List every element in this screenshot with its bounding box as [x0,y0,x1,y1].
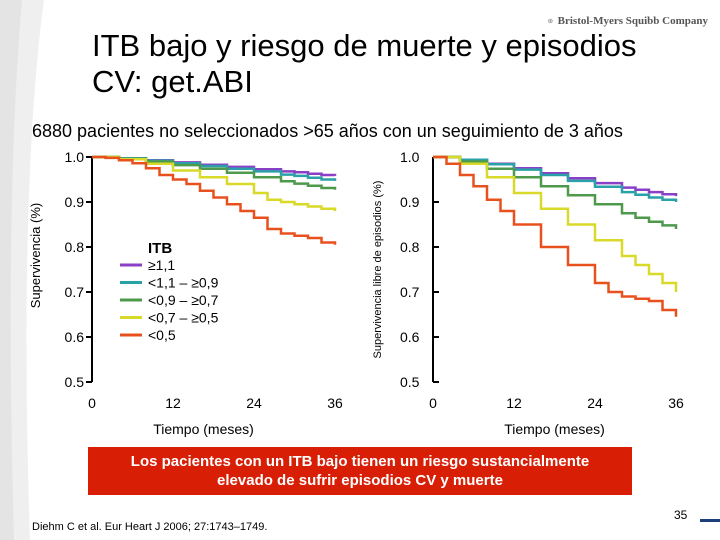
series-line-4 [433,155,678,292]
banner-line-1: Los pacientes con un ITB bajo tienen un … [130,453,590,470]
y-tick-label: 1.0 [65,149,85,165]
series-line-3 [433,155,678,229]
legend-entry: <0,5 [148,327,176,343]
x-tick-label: 24 [587,395,603,411]
y-tick-label: 0.5 [400,374,420,390]
x-tick-label: 12 [165,395,181,411]
y-tick-label: 0.8 [65,239,85,255]
citation: Diehm C et al. Eur Heart J 2006; 27:1743… [32,521,268,533]
y-tick-label: 0.9 [65,194,85,210]
y-tick-label: 1.0 [400,149,420,165]
legend-entry: <0,9 – ≥0,7 [148,292,219,308]
x-tick-label: 12 [506,395,522,411]
y-tick-label: 0.6 [400,329,420,345]
y-tick-label: 0.8 [400,239,420,255]
y-tick-label: 0.9 [400,194,420,210]
bms-logo-icon [548,18,553,24]
page-accent-line [700,519,720,522]
y-tick-label: 0.7 [65,284,85,300]
series-line-5 [92,155,337,245]
page-number: 35 [674,508,688,522]
legend-entry: <1,1 – ≥0,9 [148,275,219,291]
x-tick-label: 24 [246,395,262,411]
company-logo: Bristol-Myers Squibb Company [548,12,708,30]
legend-entry: <0,7 – ≥0,5 [148,310,219,326]
banner-line-2: elevado de sufrir episodios CV y muerte [217,472,503,489]
x-tick-label: 36 [327,395,343,411]
x-tick-label: 0 [88,395,96,411]
series-line-5 [433,155,678,317]
y-axis-label: Supervivencia libre de episodios (%) [372,181,384,359]
chart-legend: ITB≥1,1 <1,1 – ≥0,9<0,9 – ≥0,7 <0,7 – ≥0,5… [120,240,219,343]
slide-title: ITB bajo y riesgo de muerte y episodios … [92,28,692,100]
x-axis-label: Tiempo (meses) [504,421,605,437]
legend-title: ITB [148,240,172,257]
chart-2: 1.0 0.9 0.8 0.7 0.6 0.5 0 12 24 36 Tiempo (meses) S… [372,149,684,437]
legend-entry: ≥1,1 [148,257,175,273]
slide-subtitle: 6880 pacientes no seleccionados >65 años… [32,121,623,141]
y-axis-label: Supervivencia (%) [28,203,43,309]
y-tick-label: 0.5 [65,374,85,390]
title-line-2: CV: get.ABI [92,64,253,99]
logo-text: Bristol-Myers Squibb Company [557,15,708,27]
x-tick-label: 36 [668,395,684,411]
y-tick-label: 0.6 [65,329,85,345]
conclusion-banner: Los pacientes con un ITB bajo tienen un … [88,447,632,495]
x-axis-label: Tiempo (meses) [153,421,254,437]
title-line-1: ITB bajo y riesgo de muerte y episodios [92,28,637,63]
decorative-swoosh [0,0,44,540]
chart-1: 1.0 0.9 0.8 0.7 0.6 0.50 12 24 36 Tiempo (meses) S… [28,149,343,437]
x-tick-label: 0 [429,395,437,411]
y-tick-label: 0.7 [400,284,420,300]
